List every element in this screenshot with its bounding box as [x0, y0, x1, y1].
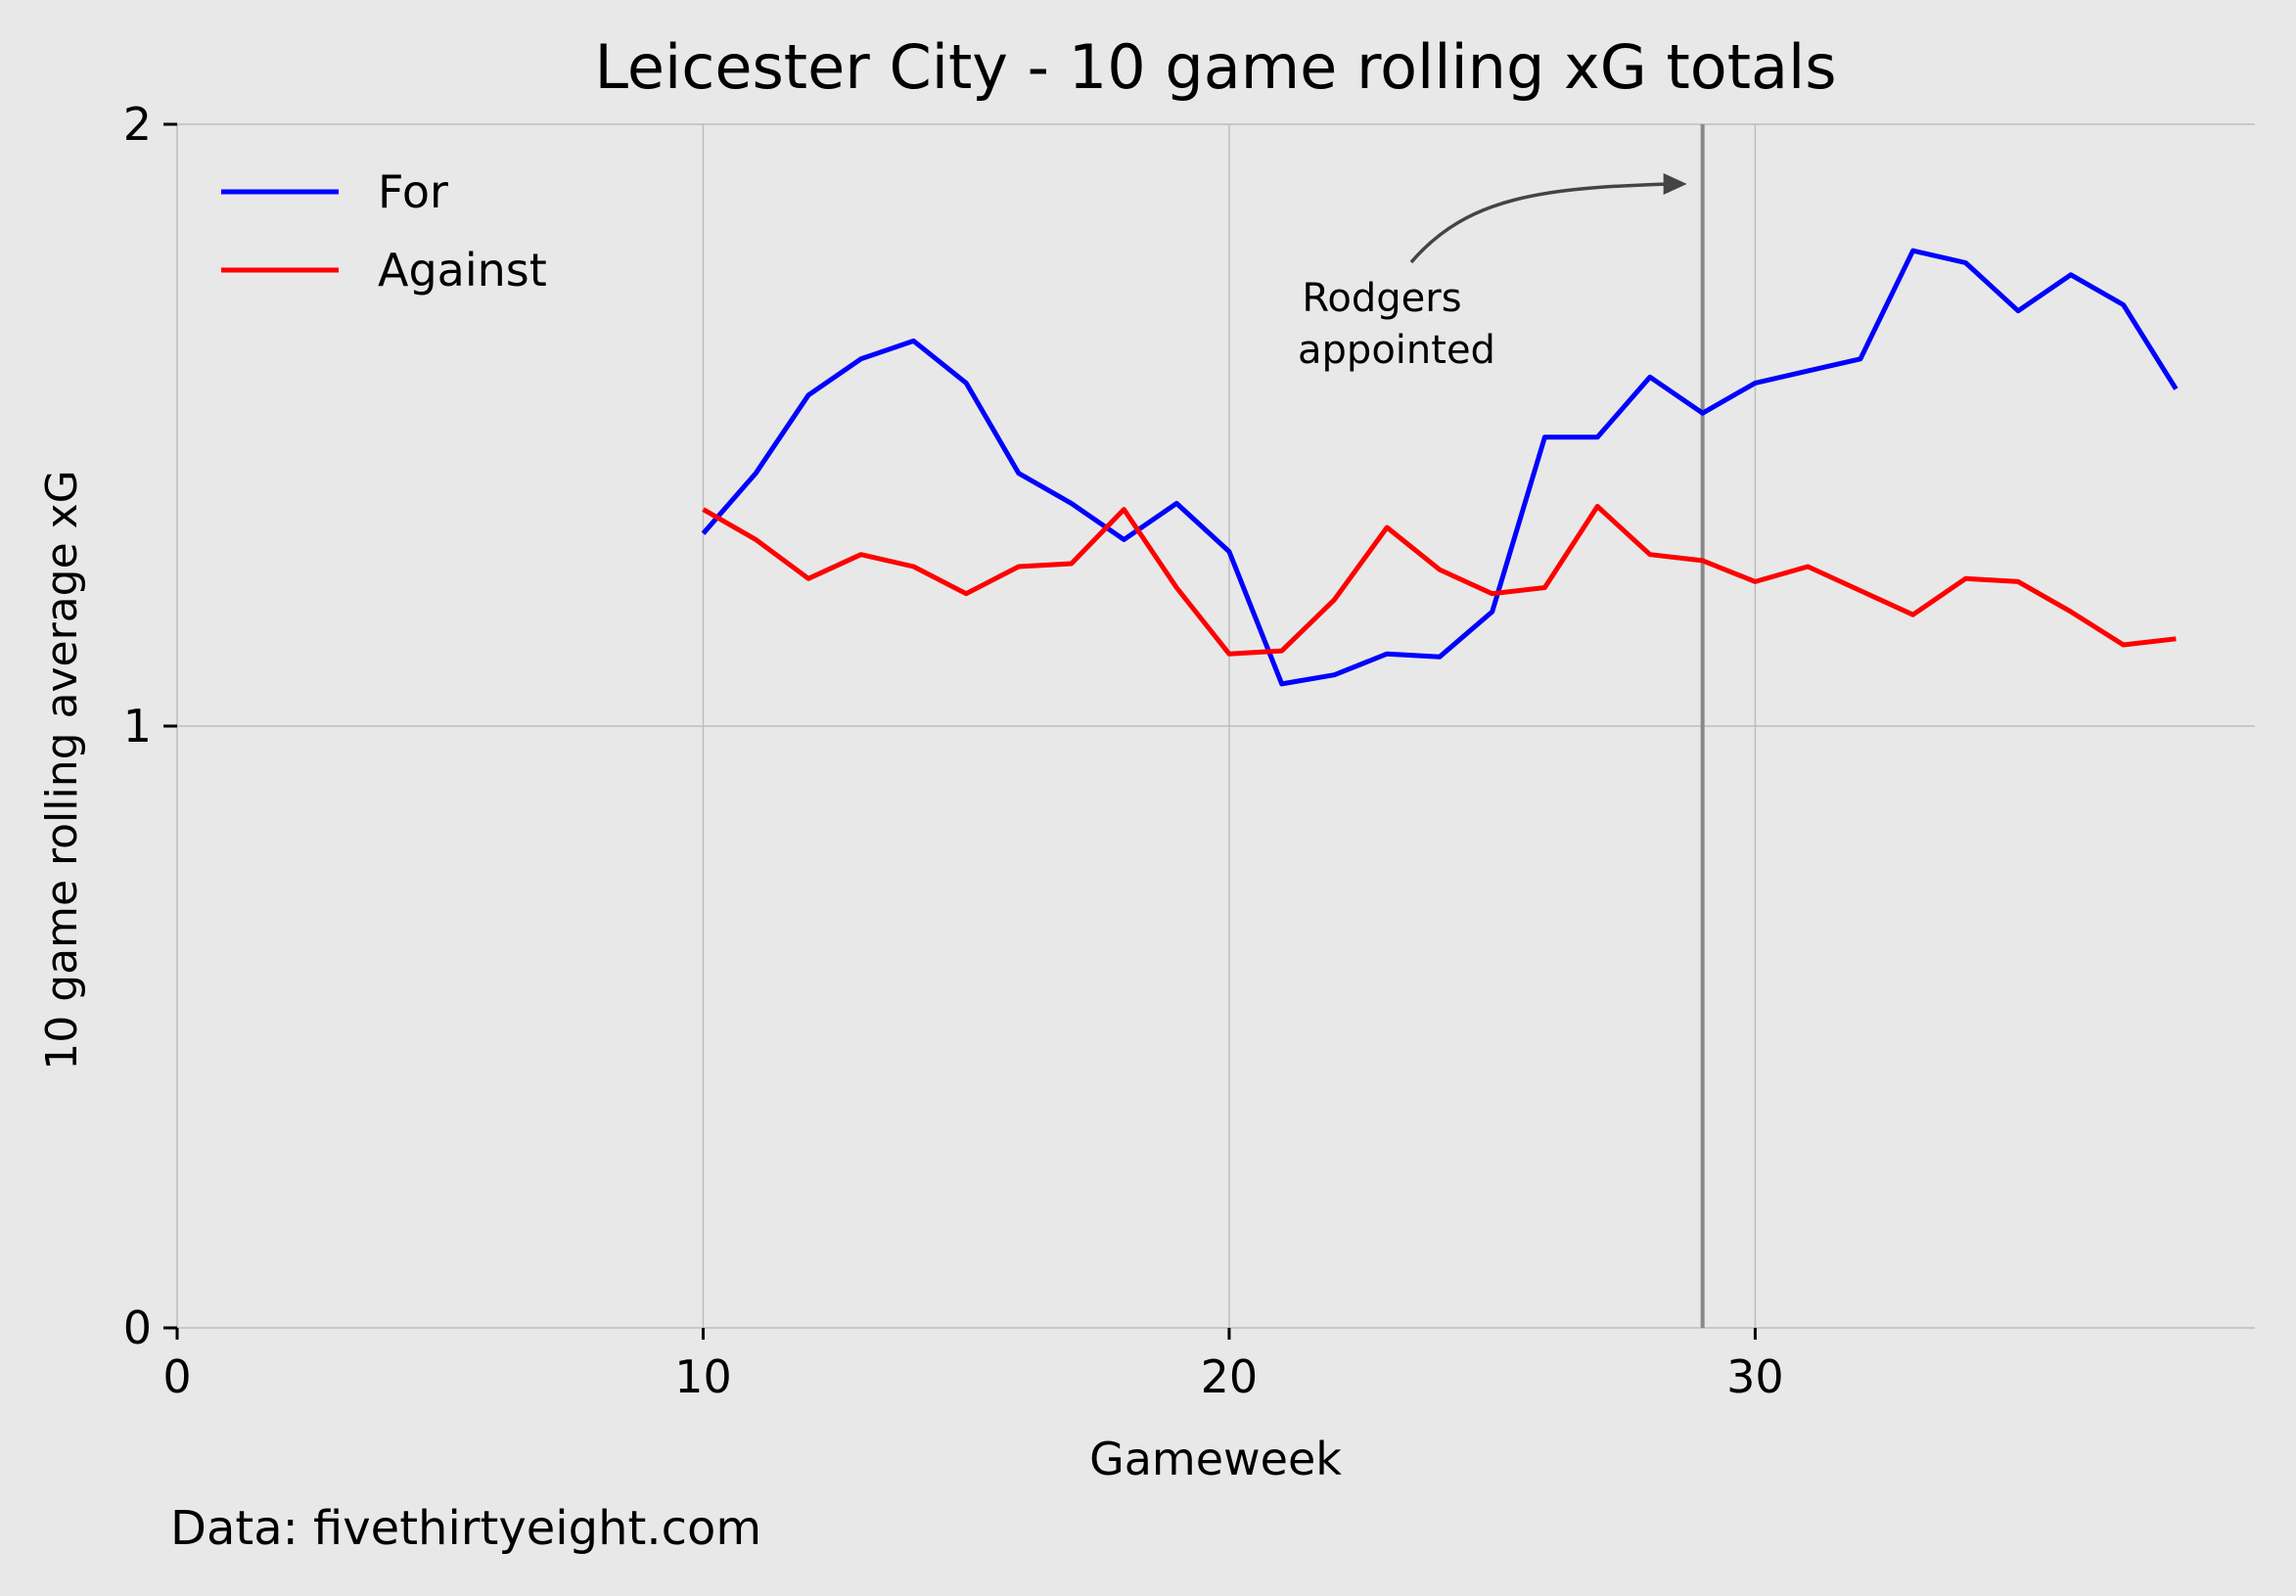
series-group [701, 248, 2179, 687]
legend: For Against [221, 165, 547, 296]
ticks: 0 10 20 30 0 1 2 [123, 98, 1784, 1403]
chart-title: Leicester City - 10 game rolling xG tota… [594, 31, 1836, 103]
grid [177, 123, 2255, 1328]
x-tick-label-10: 10 [674, 1350, 732, 1403]
annotation-arrow [1409, 182, 1670, 264]
series-line-for [701, 248, 2179, 687]
x-axis-label: Gameweek [1089, 1433, 1342, 1485]
legend-label-against: Against [378, 244, 547, 296]
source-footer: Data: fivethirtyeight.com [170, 1501, 761, 1556]
legend-label-for: For [378, 165, 448, 218]
annotation-arrowhead [1663, 173, 1687, 195]
y-tick-label-1: 1 [123, 700, 152, 752]
x-tick-label-0: 0 [162, 1350, 191, 1403]
x-tick-label-30: 30 [1726, 1350, 1784, 1403]
x-tick-label-20: 20 [1201, 1350, 1259, 1403]
annotation-line-1: Rodgers [1302, 276, 1461, 321]
y-axis-label: 10 game rolling average xG [37, 470, 87, 1071]
y-tick-label-0: 0 [123, 1301, 152, 1354]
y-tick-label-2: 2 [123, 98, 152, 151]
series-line-against [702, 504, 2177, 657]
annotation-line-2: appointed [1298, 328, 1495, 373]
